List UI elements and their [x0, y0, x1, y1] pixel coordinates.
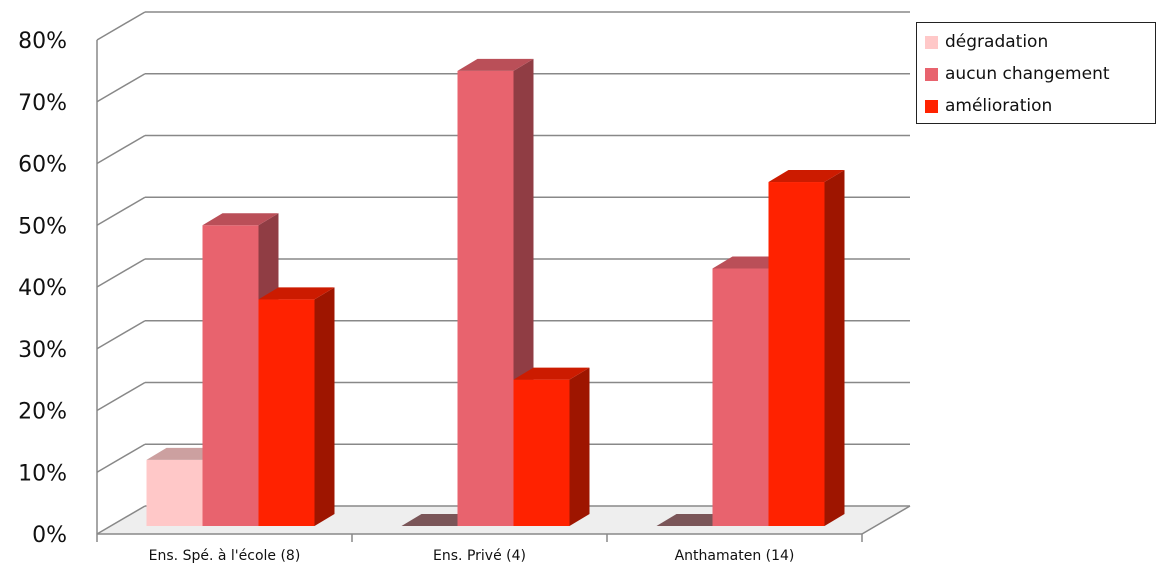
bar-side-face — [824, 170, 845, 526]
gridline-diagonal — [96, 443, 146, 473]
bar-top-face — [258, 287, 335, 300]
x-category-label: Ens. Privé (4) — [433, 548, 526, 564]
gridline-diagonal — [96, 320, 146, 350]
gridline-diagonal — [96, 258, 146, 288]
y-tick-label: 50% — [18, 214, 67, 239]
bar-amélioration — [513, 367, 590, 526]
bar-amélioration — [258, 287, 335, 526]
legend-item-amelioration: amélioration — [925, 95, 1052, 117]
legend-item-degradation: dégradation — [925, 31, 1048, 53]
bar-front-face — [712, 268, 769, 526]
legend-swatch-degradation — [925, 35, 938, 49]
y-tick-label: 70% — [18, 91, 67, 116]
gridline-diagonal — [96, 196, 146, 226]
floor-edge — [861, 505, 911, 535]
bar-top-face — [202, 213, 279, 226]
x-axis-category-labels: Ens. Spé. à l'école (8) Ens. Privé (4) Ant… — [149, 548, 795, 564]
legend-label-degradation: dégradation — [945, 32, 1049, 52]
bar-top-face — [768, 170, 845, 183]
y-tick-label: 0% — [32, 523, 67, 548]
bar-front-face — [258, 299, 315, 526]
legend-label-amelioration: amélioration — [945, 96, 1053, 116]
legend-item-aucun-changement: aucun changement — [925, 63, 1110, 85]
bar-front-face — [146, 459, 203, 526]
y-tick-label: 20% — [18, 400, 67, 425]
bar-front-face — [202, 225, 259, 526]
bars — [146, 58, 845, 526]
bar-side-face — [569, 367, 590, 526]
y-tick-label: 40% — [18, 276, 67, 301]
y-tick-label: 30% — [18, 338, 67, 363]
bar-front-face — [768, 182, 825, 526]
bar-side-face — [314, 287, 335, 526]
gridline-diagonal — [96, 73, 146, 103]
bar-front-face — [513, 379, 570, 526]
gridline-diagonal — [96, 505, 146, 535]
legend: dégradation aucun changement amélioratio… — [916, 22, 1156, 124]
y-tick-label: 60% — [18, 153, 67, 178]
gridline-diagonal — [96, 381, 146, 412]
x-category-label: Ens. Spé. à l'école (8) — [149, 548, 301, 564]
bar-top-face — [457, 58, 534, 71]
gridline-diagonal — [96, 11, 146, 41]
bar-amélioration — [768, 170, 845, 526]
bar-front-face — [457, 70, 514, 526]
y-tick-label: 10% — [18, 461, 67, 486]
x-category-label: Anthamaten (14) — [675, 548, 795, 564]
bar-top-face — [513, 367, 590, 380]
legend-label-aucun-changement: aucun changement — [945, 64, 1110, 84]
legend-swatch-amelioration — [925, 99, 938, 113]
gridline-diagonal — [96, 134, 146, 165]
y-tick-label: 80% — [18, 29, 67, 54]
legend-swatch-aucun-changement — [925, 67, 938, 81]
y-axis-tick-labels: 0% 10% 20% 30% 40% 50% 60% 70% 80% — [18, 29, 67, 548]
